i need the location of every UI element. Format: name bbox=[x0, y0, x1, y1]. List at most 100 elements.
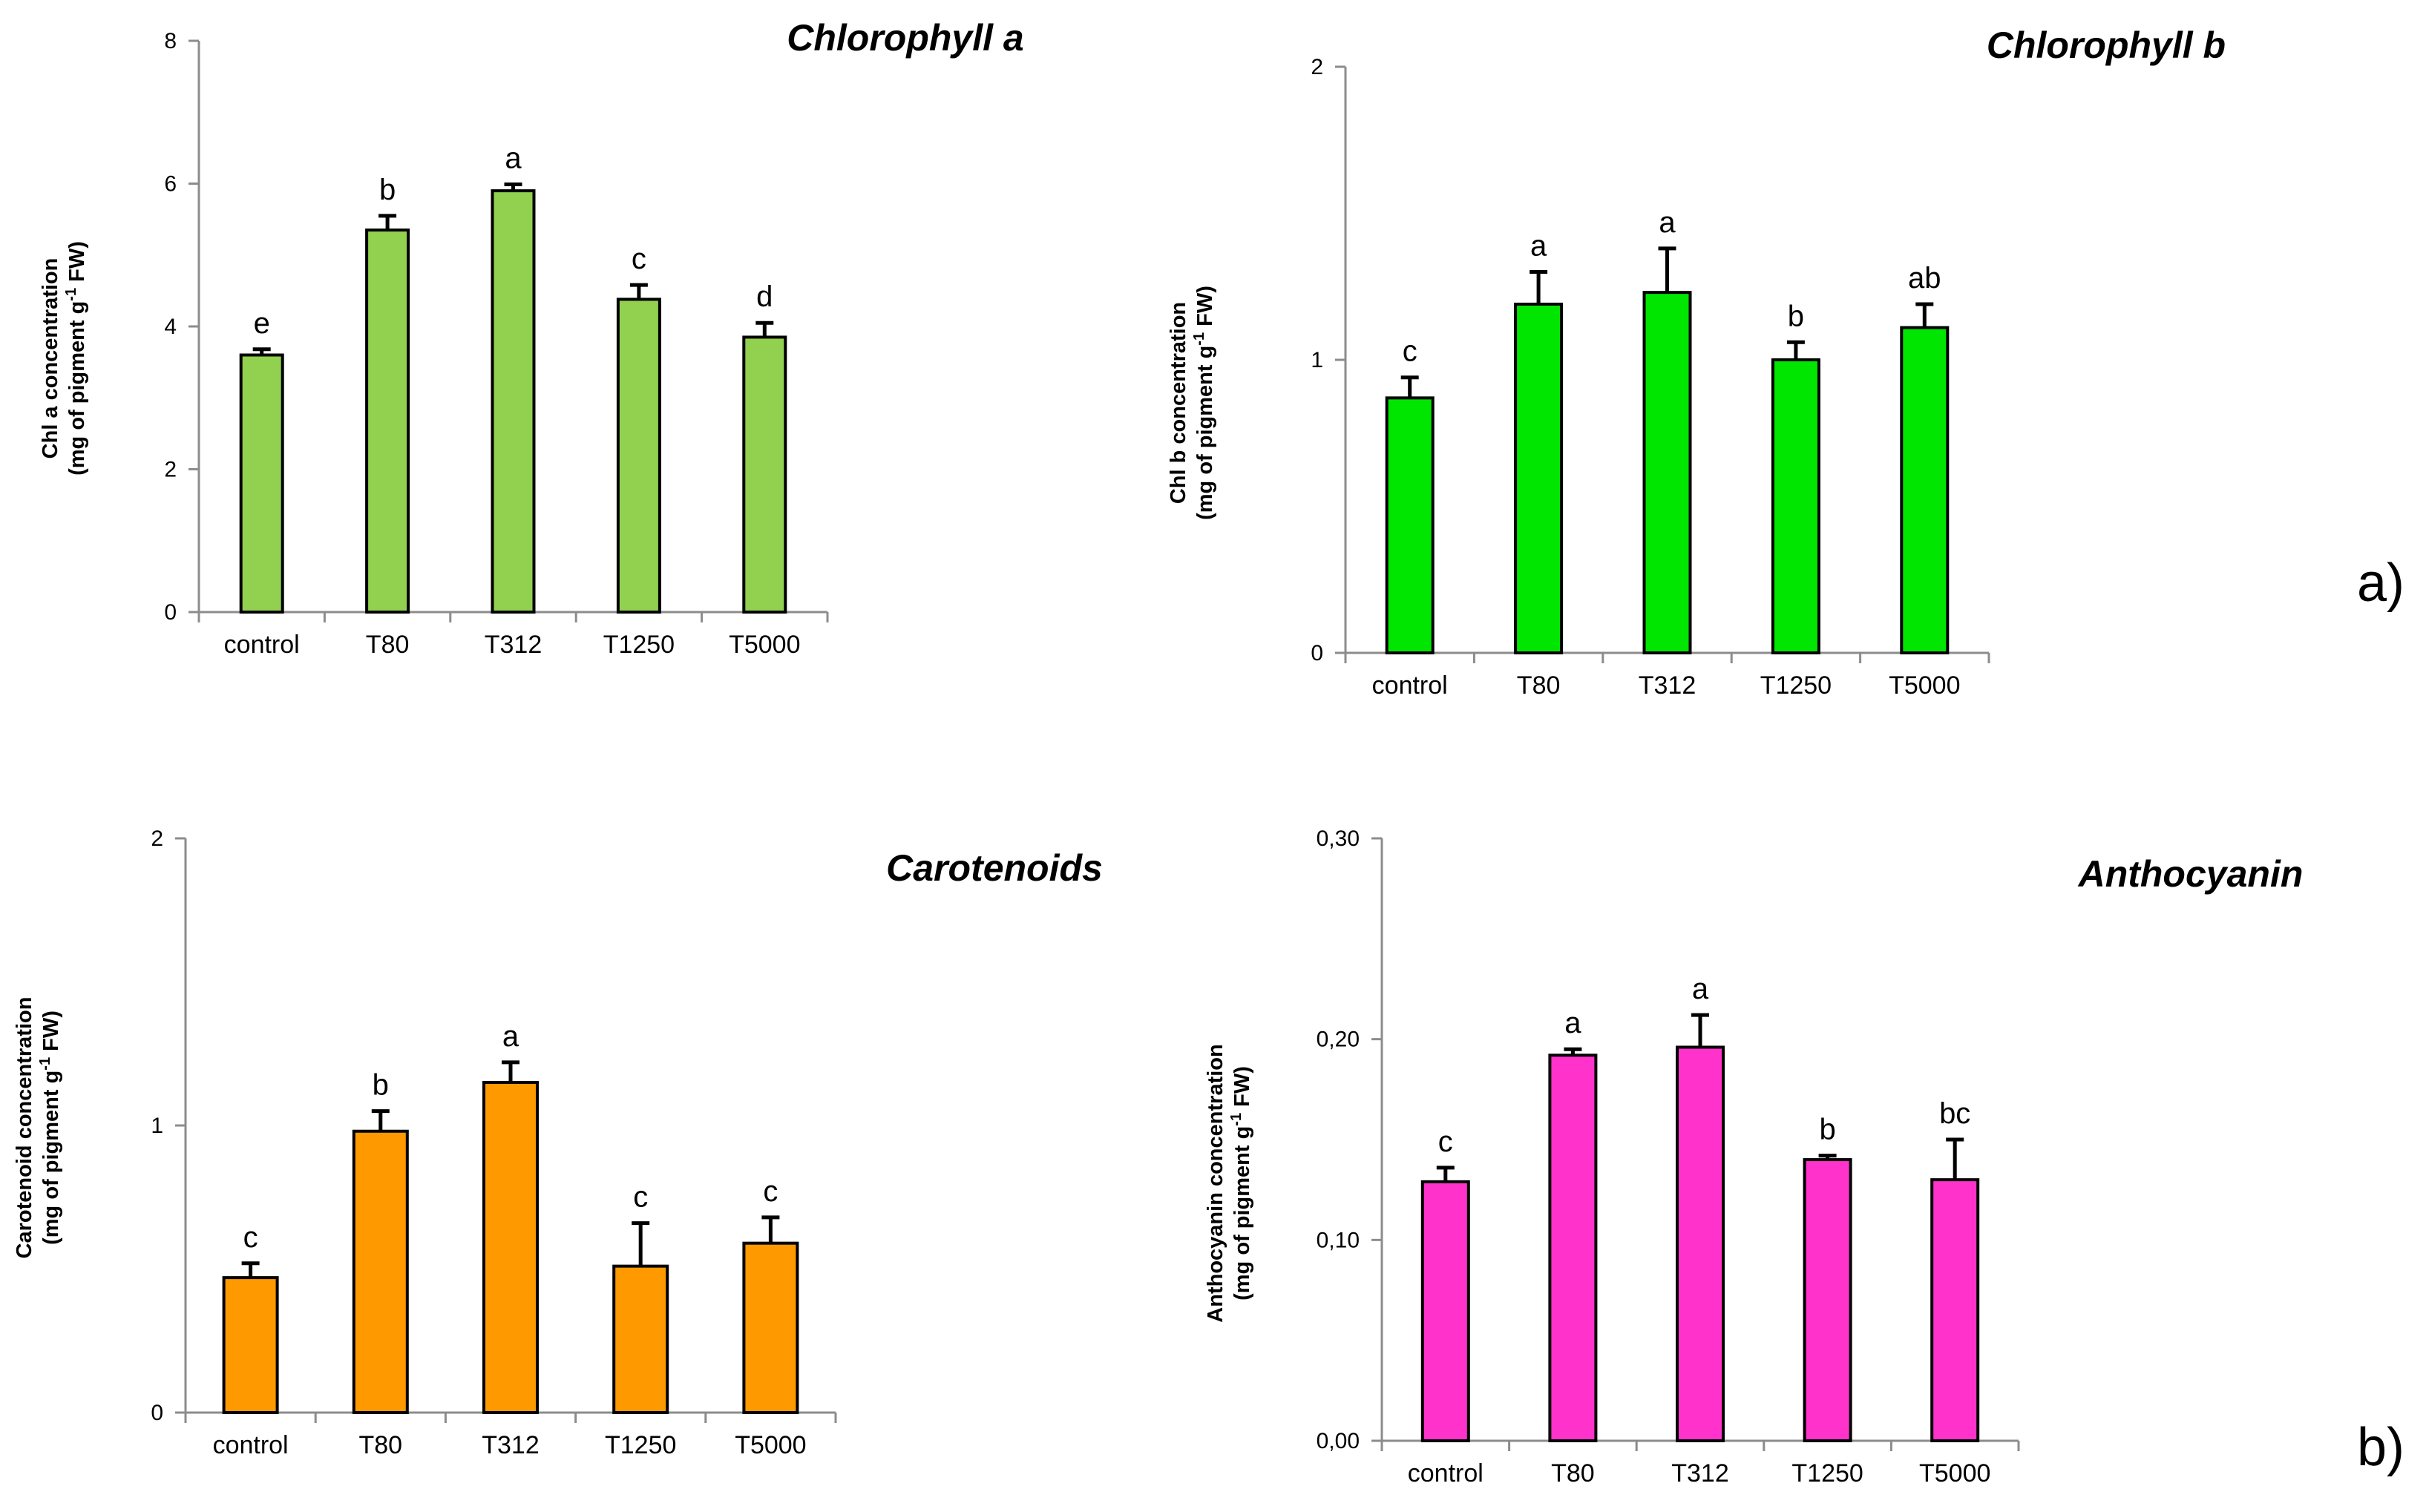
anthocyanin-chart: Anthocyanin Anthocyanin concentration (m… bbox=[1204, 826, 2303, 1488]
y-tick-label: 0 bbox=[151, 1401, 163, 1425]
significance-label: b bbox=[379, 174, 396, 206]
error-bar bbox=[761, 1215, 780, 1243]
bar bbox=[1900, 326, 1950, 654]
y-tick-label: 0,20 bbox=[1317, 1028, 1360, 1052]
error-bar bbox=[371, 1109, 390, 1131]
bar bbox=[1385, 396, 1435, 654]
bar bbox=[1642, 291, 1692, 654]
x-tick-label: T312 bbox=[485, 631, 542, 659]
chlorophyll-a-chart: Chlorophyll a Chl a concentration (mg of… bbox=[39, 17, 1024, 659]
error-bar bbox=[252, 347, 271, 355]
significance-label: a bbox=[505, 142, 522, 174]
bar bbox=[1930, 1178, 1980, 1442]
error-bar bbox=[1818, 1154, 1837, 1160]
y-tick-label: 8 bbox=[164, 29, 177, 53]
svg-text:(mg of pigment g-1 FW): (mg of pigment g-1 FW) bbox=[1228, 1066, 1254, 1301]
error-bar bbox=[1946, 1137, 1964, 1180]
x-tick-label: T5000 bbox=[735, 1431, 806, 1459]
y-tick-label: 0,30 bbox=[1317, 826, 1360, 851]
x-tick-label: control bbox=[1408, 1459, 1484, 1488]
significance-label: c bbox=[243, 1221, 258, 1254]
bar bbox=[1771, 358, 1820, 654]
significance-label: c bbox=[632, 243, 646, 275]
error-bar bbox=[1658, 246, 1676, 293]
x-tick-label: T5000 bbox=[1919, 1459, 1990, 1488]
y-tick-label: 1 bbox=[151, 1114, 163, 1138]
error-bar bbox=[502, 1060, 519, 1082]
significance-label: c bbox=[1403, 335, 1417, 368]
svg-text:Carotenoid concentration: Carotenoid concentration bbox=[13, 997, 36, 1259]
y-tick-label: 0 bbox=[164, 600, 177, 625]
bar bbox=[742, 1241, 799, 1415]
bar bbox=[1676, 1045, 1725, 1442]
x-tick-label: T80 bbox=[366, 631, 410, 659]
y-tick-label: 6 bbox=[164, 172, 177, 197]
significance-label: c bbox=[633, 1181, 648, 1214]
y-tick-label: 2 bbox=[164, 458, 177, 482]
x-tick-label: T312 bbox=[482, 1431, 540, 1459]
y-tick-label: 2 bbox=[151, 826, 163, 851]
bar bbox=[239, 353, 284, 614]
y-tick-label: 0,00 bbox=[1317, 1429, 1360, 1453]
bar bbox=[1548, 1054, 1598, 1442]
significance-label: ab bbox=[1908, 262, 1941, 295]
panel-label-b: b) bbox=[2357, 1418, 2404, 1477]
y-tick-label: 0,10 bbox=[1317, 1228, 1360, 1252]
error-bar bbox=[1915, 302, 1934, 328]
bar bbox=[1803, 1158, 1852, 1442]
x-tick-label: T80 bbox=[359, 1431, 403, 1459]
significance-label: c bbox=[1438, 1125, 1453, 1158]
y-tick-label: 4 bbox=[164, 315, 177, 339]
x-tick-label: control bbox=[213, 1431, 289, 1459]
x-tick-label: T80 bbox=[1551, 1459, 1595, 1488]
chart-title: Chlorophyll b bbox=[1987, 24, 2226, 66]
bar bbox=[482, 1080, 539, 1414]
x-tick-label: T5000 bbox=[729, 631, 800, 659]
x-tick-label: T5000 bbox=[1889, 671, 1960, 700]
bar bbox=[742, 335, 787, 614]
error-bar bbox=[629, 283, 648, 300]
error-bar bbox=[378, 214, 397, 231]
bar bbox=[491, 189, 536, 614]
significance-label: a bbox=[1564, 1007, 1581, 1039]
chart-title: Carotenoids bbox=[886, 847, 1103, 889]
y-axis-label: Carotenoid concentration (mg of pigment … bbox=[13, 997, 63, 1259]
chart-title: Anthocyanin bbox=[2077, 853, 2304, 895]
significance-label: bc bbox=[1939, 1097, 1970, 1130]
x-tick-label: T1250 bbox=[1791, 1459, 1863, 1488]
significance-label: b bbox=[1788, 300, 1804, 332]
significance-label: b bbox=[373, 1069, 389, 1102]
x-tick-label: T1250 bbox=[605, 1431, 676, 1459]
svg-text:Anthocyanin concentration: Anthocyanin concentration bbox=[1204, 1044, 1227, 1322]
error-bar bbox=[1436, 1166, 1455, 1182]
x-tick-label: T80 bbox=[1517, 671, 1561, 700]
chlorophyll-b-chart: Chlorophyll b Chl b concentration (mg of… bbox=[1167, 24, 2226, 700]
panel-label-a: a) bbox=[2357, 553, 2404, 613]
bar bbox=[365, 229, 410, 614]
error-bar bbox=[1564, 1047, 1582, 1056]
y-tick-label: 2 bbox=[1311, 55, 1323, 79]
error-bar bbox=[1530, 270, 1548, 304]
error-bar bbox=[755, 321, 774, 338]
error-bar bbox=[1691, 1013, 1709, 1048]
y-axis-label: Chl a concentration (mg of pigment g-1 F… bbox=[39, 241, 89, 476]
x-tick-label: T1250 bbox=[603, 631, 675, 659]
bar bbox=[612, 1264, 669, 1414]
significance-label: b bbox=[1819, 1114, 1835, 1146]
significance-label: a bbox=[1659, 206, 1676, 239]
error-bar bbox=[632, 1221, 650, 1266]
svg-text:Chl a concentration: Chl a concentration bbox=[39, 258, 62, 459]
x-tick-label: T312 bbox=[1639, 671, 1696, 700]
significance-label: e bbox=[254, 307, 270, 340]
bar bbox=[616, 298, 661, 614]
error-bar bbox=[1400, 375, 1419, 398]
error-bar bbox=[504, 182, 522, 191]
x-tick-label: T1250 bbox=[1760, 671, 1832, 700]
svg-text:(mg of pigment g-1 FW): (mg of pigment g-1 FW) bbox=[63, 241, 89, 476]
bar bbox=[222, 1276, 279, 1414]
significance-label: c bbox=[763, 1175, 778, 1208]
bar bbox=[1514, 302, 1564, 654]
svg-text:Chl b concentration: Chl b concentration bbox=[1167, 302, 1190, 504]
x-tick-label: control bbox=[224, 631, 300, 659]
